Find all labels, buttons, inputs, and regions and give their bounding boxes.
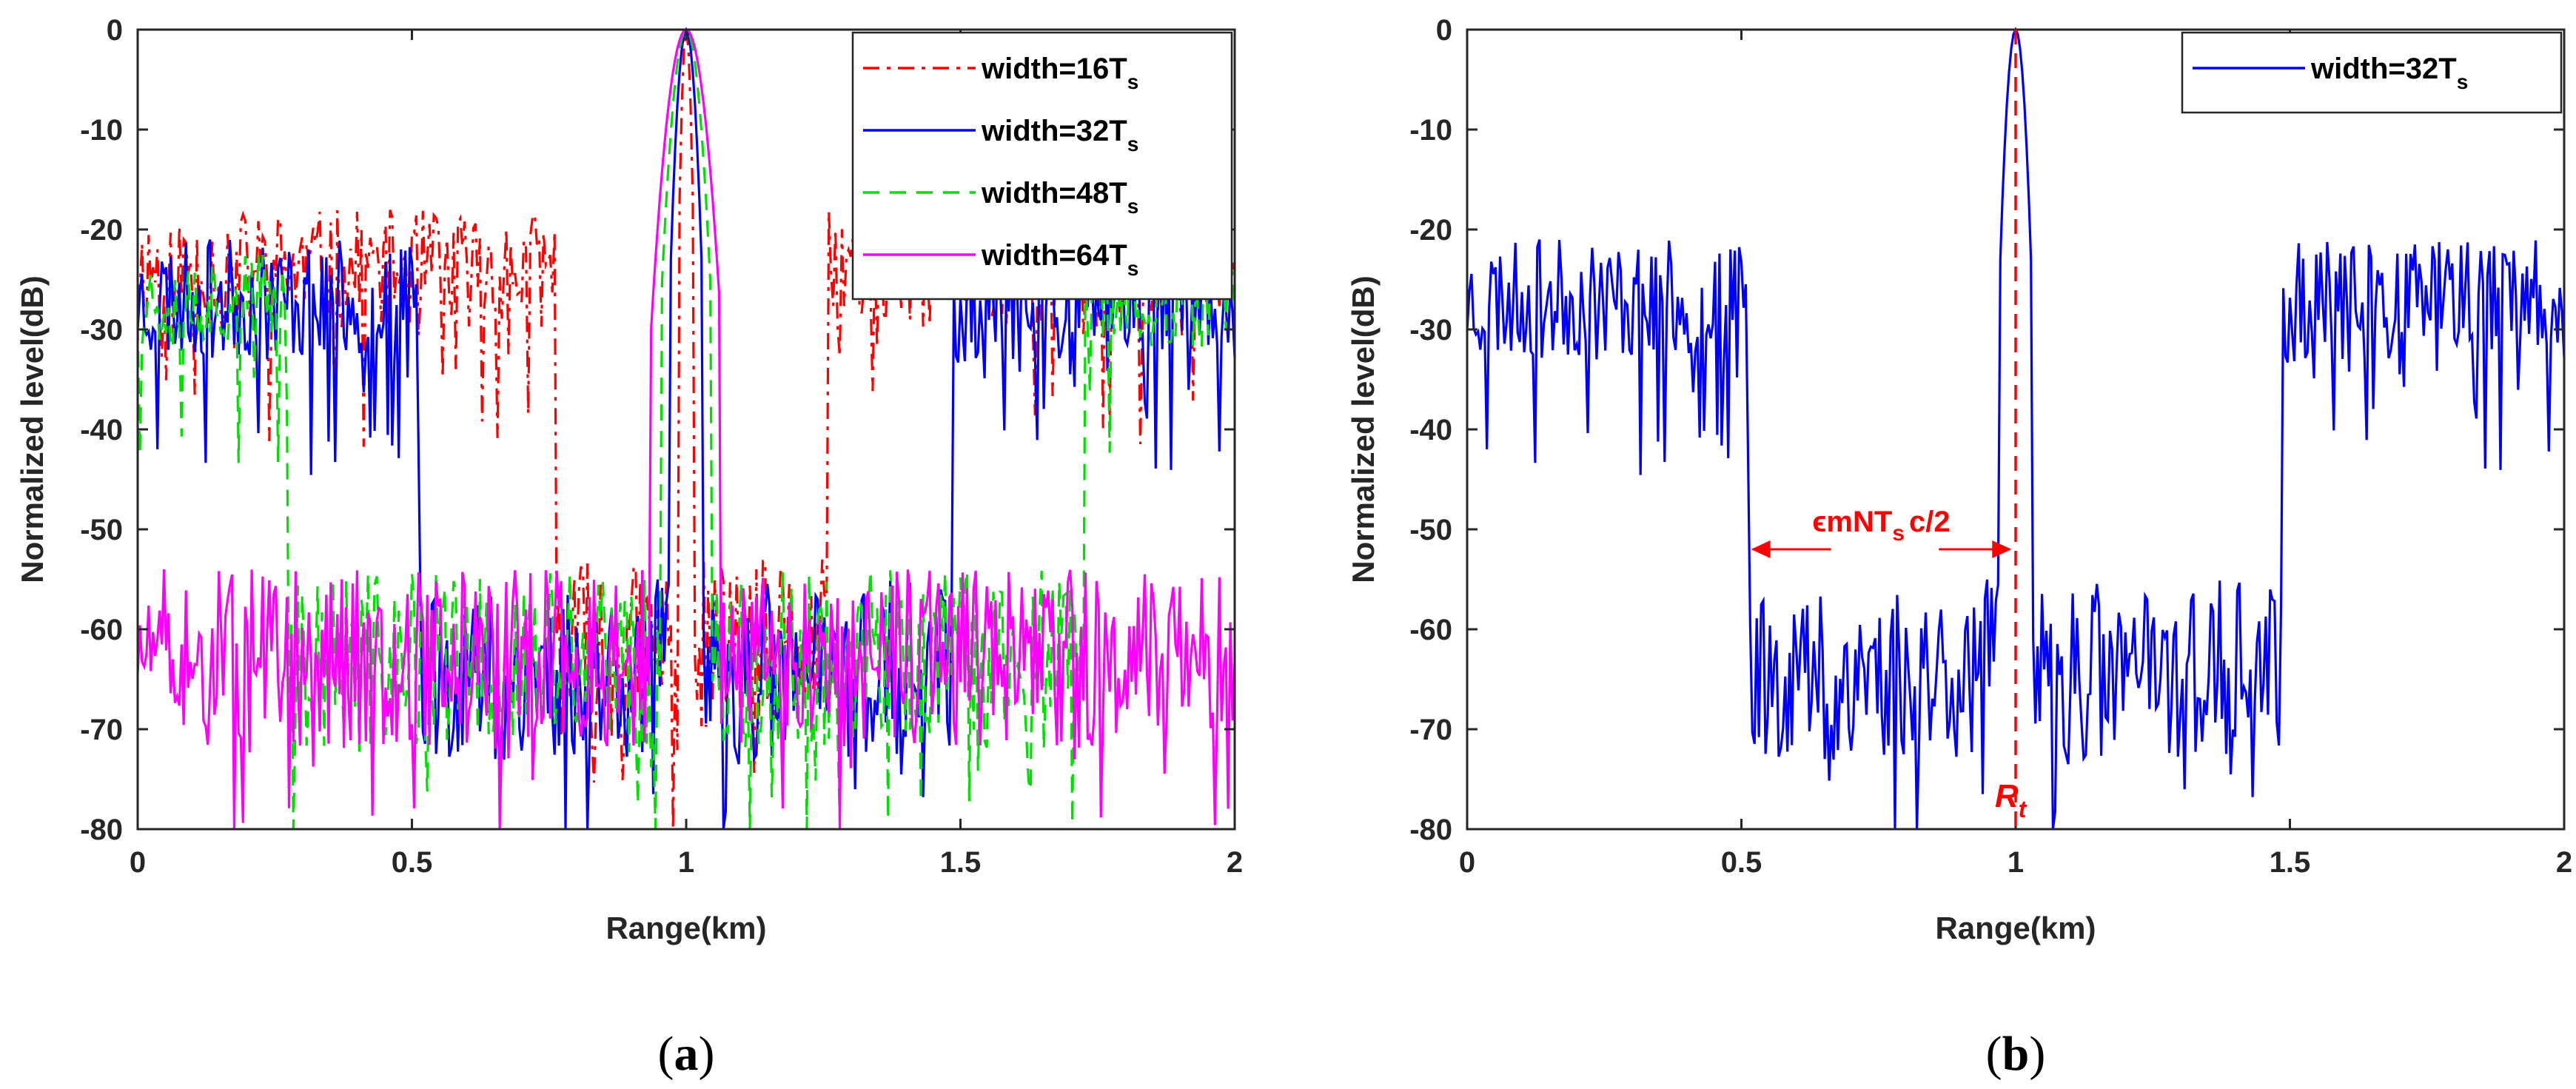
y-tick-label: -40 [1409,414,1452,446]
x-tick-label: 2 [1227,846,1243,879]
y-tick-label: -20 [80,214,123,247]
x-tick-label: 2 [2556,846,2572,879]
y-tick-label: -40 [80,414,123,446]
y-tick-label: -60 [1409,614,1452,646]
annotations-b: Rt ϵmNTs c/2 [1751,30,2027,829]
y-tick-label: -30 [80,314,123,346]
legend-label-sub: s [1127,133,1139,155]
caption-a-letter: a [674,1027,699,1081]
y-tick-label: 0 [107,14,123,47]
y-tick-label: 0 [1436,14,1452,47]
x-tick-label: 0.5 [392,846,433,879]
arrow-label-suffix: c/2 [1909,506,1951,538]
y-tick-label: -10 [80,114,123,147]
legend-label: width=64Ts [981,239,1138,280]
y-tick-label: -50 [80,514,123,546]
caption-a: (a) [658,1027,715,1081]
arrow-left-head [1751,540,1771,558]
legend-label: width=32Ts [981,115,1138,155]
legend-label-sub: s [1127,195,1139,218]
legend-label-main: width=16T [981,53,1127,85]
legend-label-sub: s [2457,70,2469,93]
caption-b-letter: b [2002,1027,2030,1081]
x-tick-label: 1 [2008,846,2024,879]
legend-label-main: width=32T [981,115,1127,147]
y-axis-label-a: Normalized level(dB) [15,275,50,583]
chart-panel-b: 0 0.5 1 1.5 2 0 -10 -20 -30 -40 -50 -60 -70 -80 Range… [1346,14,2572,945]
y-tick-label: -70 [1409,714,1452,746]
legend-label-main: width=32T [2310,53,2457,85]
x-tick-label: 1.5 [2270,846,2311,879]
x-axis-label-a: Range(km) [606,911,766,945]
legend-label: width=32Ts [2310,53,2468,93]
legend-label-sub: s [1127,70,1139,93]
x-tick-label: 1.5 [940,846,982,879]
y-tick-label: -80 [1409,814,1452,846]
caption-b: (b) [1986,1027,2046,1081]
y-tick-label: -80 [80,814,123,846]
y-tick-label: -50 [1409,514,1452,546]
x-tick-label: 0 [130,846,146,879]
x-tick-label: 0.5 [1721,846,1762,879]
legend-label-sub: s [1127,257,1139,280]
legend-b: width=32Ts [2181,31,2563,114]
y-tick-label: -20 [1409,214,1452,247]
arrow-label-prefix: ϵmNT [1812,506,1892,538]
arrow-right-head [1992,540,2012,558]
target-label: Rt [1995,778,2027,822]
x-axis-label-b: Range(km) [1935,911,2096,945]
chart-panel-a: 0 0.5 1 1.5 2 0 -10 -20 -30 -40 -50 -60 -70 -80 Range… [15,14,1243,945]
y-tick-label: -70 [80,714,123,746]
legend-label: width=48Ts [981,177,1138,218]
legend-label-main: width=48T [981,177,1127,210]
target-label-sub: t [2019,796,2027,822]
arrow-label-sub: s [1892,521,1905,546]
legend-label: width=16Ts [981,53,1138,93]
ticks-a: 0 0.5 1 1.5 2 0 -10 -20 -30 -40 -50 -60 -70 -80 [80,14,1243,879]
legend-label-main: width=64T [981,239,1127,272]
arrow-label: ϵmNTs c/2 [1812,506,1950,546]
x-tick-label: 0 [1459,846,1475,879]
x-tick-label: 1 [678,846,694,879]
y-tick-label: -30 [1409,314,1452,346]
y-tick-label: -60 [80,614,123,646]
target-label-main: R [1995,778,2019,814]
y-axis-label-b: Normalized level(dB) [1346,275,1381,583]
legend-box [2181,31,2563,114]
ticks-b: 0 0.5 1 1.5 2 0 -10 -20 -30 -40 -50 -60 -70 -80 [1409,14,2572,879]
y-tick-label: -10 [1409,114,1452,147]
